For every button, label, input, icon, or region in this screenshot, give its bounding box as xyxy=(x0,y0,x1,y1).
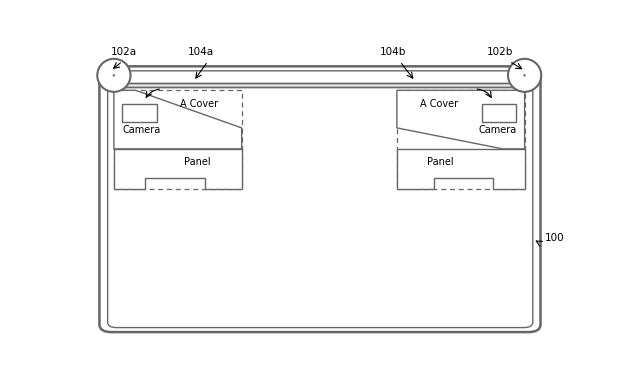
Bar xyxy=(481,104,516,122)
Bar xyxy=(397,90,524,190)
Text: Panel: Panel xyxy=(184,158,211,167)
Text: Camera: Camera xyxy=(478,126,516,135)
Text: Panel: Panel xyxy=(427,158,453,167)
Ellipse shape xyxy=(97,59,131,92)
Polygon shape xyxy=(114,149,242,190)
Polygon shape xyxy=(114,90,242,149)
Polygon shape xyxy=(108,83,533,87)
Ellipse shape xyxy=(508,59,541,92)
Text: A Cover: A Cover xyxy=(420,99,458,110)
Polygon shape xyxy=(397,90,524,149)
Text: 104b: 104b xyxy=(380,47,407,57)
Text: A Cover: A Cover xyxy=(180,99,218,110)
Text: 102a: 102a xyxy=(111,47,137,57)
Ellipse shape xyxy=(113,74,115,76)
Text: 104a: 104a xyxy=(188,47,214,57)
Polygon shape xyxy=(397,149,524,190)
Bar xyxy=(114,90,241,190)
Text: 100: 100 xyxy=(544,234,564,243)
Text: Camera: Camera xyxy=(123,126,161,135)
Ellipse shape xyxy=(523,74,526,76)
Bar xyxy=(122,104,157,122)
Text: 102b: 102b xyxy=(486,47,513,57)
